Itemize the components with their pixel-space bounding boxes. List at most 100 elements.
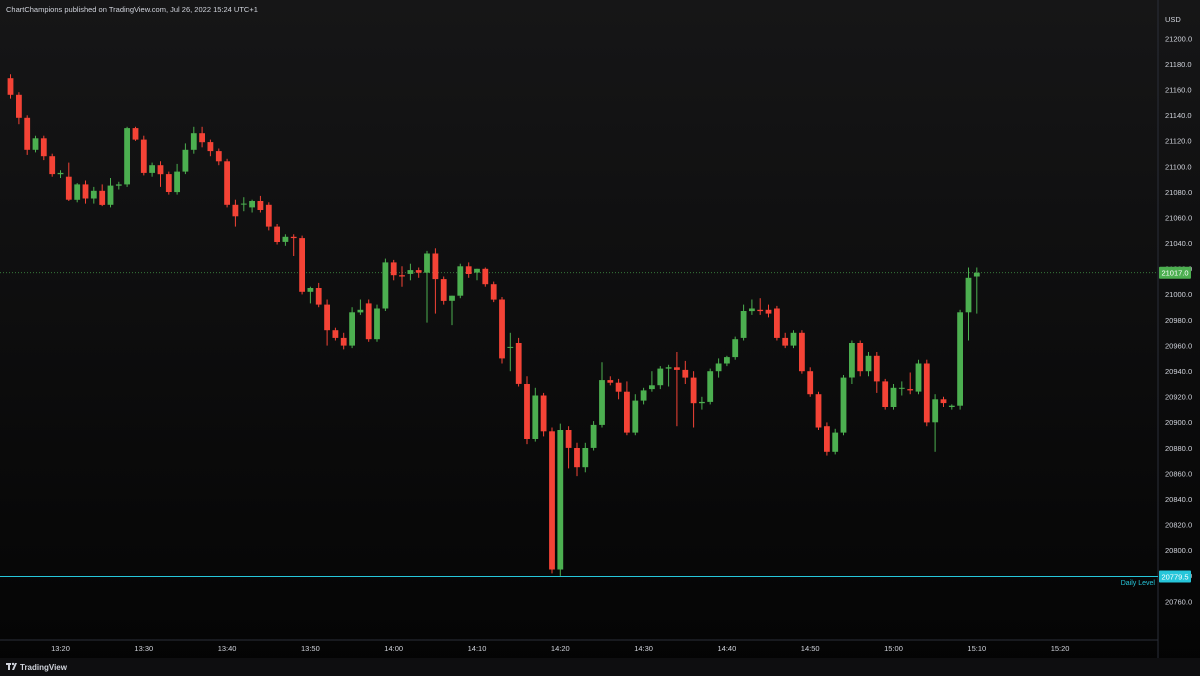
candle-body-down: [290, 236, 297, 239]
candle-body-up: [282, 236, 289, 242]
candle-body-up: [190, 133, 197, 150]
candle-body-up: [449, 295, 455, 301]
candle-body-down: [7, 78, 14, 95]
time-tick-label: 14:20: [551, 644, 570, 653]
candle-body-down: [415, 270, 422, 273]
price-tick-label: 20960.0: [1165, 341, 1192, 350]
candle-body-down: [907, 389, 914, 391]
candle-body-down: [765, 309, 772, 314]
candle-body-up: [665, 367, 672, 369]
price-tick-label: 21080.0: [1165, 188, 1192, 197]
candle-body-down: [824, 426, 830, 452]
candle-body-up: [915, 363, 922, 392]
price-tick-label: 21160.0: [1165, 86, 1192, 95]
candle-body-down: [207, 142, 214, 152]
time-tick-label: 14:10: [468, 644, 487, 653]
candle-body-down: [332, 330, 339, 338]
price-axis[interactable]: 21200.0 21180.0 21160.0 21140.0 21120.0 21100…: [1165, 34, 1192, 606]
price-tick-label: 21060.0: [1165, 213, 1192, 222]
candle-body-down: [465, 266, 472, 274]
candle-body-down: [515, 343, 522, 384]
candle-body-down: [24, 117, 31, 150]
candle-body-up: [965, 277, 972, 313]
candle-body-up: [507, 346, 514, 348]
candle-body-down: [524, 384, 530, 439]
candle-body-up: [349, 312, 355, 346]
candle-body-up: [374, 308, 380, 340]
candle-body-up: [715, 363, 722, 372]
price-tick-label: 21040.0: [1165, 239, 1192, 248]
time-tick-label: 15:10: [967, 644, 986, 653]
candle-body-down: [265, 204, 272, 227]
candle-body-up: [790, 332, 797, 346]
candle-body-up: [557, 430, 564, 570]
candle-body-up: [249, 201, 255, 208]
level-lines: [0, 272, 1158, 577]
candle-body-up: [115, 184, 122, 186]
candle-body-up: [740, 311, 747, 338]
candle-body-up: [124, 128, 130, 185]
time-tick-label: 14:30: [634, 644, 653, 653]
candle-body-up: [474, 268, 480, 273]
candle-body-up: [407, 270, 414, 274]
price-tick-label: 21180.0: [1165, 60, 1192, 69]
currency-label: USD: [1165, 15, 1181, 24]
candle-body-up: [182, 149, 189, 172]
time-tick-label: 13:30: [134, 644, 153, 653]
candle-body-down: [490, 284, 497, 300]
candle-body-up: [357, 309, 364, 313]
candle-body-down: [365, 303, 372, 340]
candle-body-down: [165, 174, 172, 192]
candle-body-down: [690, 377, 697, 404]
candle-body-down: [82, 184, 89, 199]
price-tick-label: 21200.0: [1165, 34, 1192, 43]
price-tick-label: 21000.0: [1165, 290, 1192, 299]
candle-body-up: [590, 424, 597, 448]
price-tick-label: 21140.0: [1165, 111, 1192, 120]
candle-body-down: [815, 394, 822, 428]
tradingview-icon: [6, 662, 17, 670]
time-axis[interactable]: 13:20 13:30 13:40 13:50 14:00 14:10 14:20 14:30…: [51, 644, 1069, 653]
candle-body-up: [532, 395, 539, 439]
candle-body-up: [90, 190, 97, 199]
candle-body-down: [16, 94, 22, 118]
time-tick-label: 14:50: [801, 644, 820, 653]
candle-body-down: [257, 201, 264, 210]
candle-body-down: [774, 308, 780, 338]
candle-body-down: [624, 391, 630, 433]
candle-body-down: [782, 337, 789, 346]
price-tick-label: 20760.0: [1165, 597, 1192, 606]
candle-body-down: [399, 275, 405, 277]
candle-body-up: [707, 371, 714, 402]
candle-body-up: [732, 339, 739, 358]
candle-body-up: [865, 355, 872, 372]
candle-body-up: [599, 380, 605, 425]
daily-level-value: 20779.5: [1161, 573, 1188, 582]
candle-body-up: [174, 171, 180, 193]
candle-body-up: [307, 288, 314, 292]
candle-body-down: [215, 151, 222, 162]
time-tick-label: 14:00: [384, 644, 403, 653]
daily-level-badge: [1159, 570, 1191, 583]
candle-body-down: [857, 343, 864, 372]
candles: [7, 74, 980, 576]
candle-body-down: [574, 448, 580, 468]
candle-body-up: [57, 172, 64, 175]
candle-body-down: [390, 262, 397, 276]
current-price-badge: [1159, 266, 1191, 279]
price-badges: 21017.0 20779.5 Daily Level: [1121, 266, 1191, 587]
price-tick-label: 21120.0: [1165, 137, 1192, 146]
daily-level-label: Daily Level: [1121, 580, 1156, 587]
candle-body-up: [840, 377, 847, 433]
candle-body-down: [482, 268, 489, 285]
candle-body-down: [674, 367, 680, 370]
candle-body-down: [99, 190, 106, 205]
candle-body-down: [682, 369, 689, 378]
candle-body-down: [140, 139, 147, 173]
candle-body-down: [882, 381, 889, 407]
candle-body-up: [32, 138, 39, 150]
candle-body-down: [565, 430, 572, 448]
candle-body-down: [274, 226, 280, 242]
